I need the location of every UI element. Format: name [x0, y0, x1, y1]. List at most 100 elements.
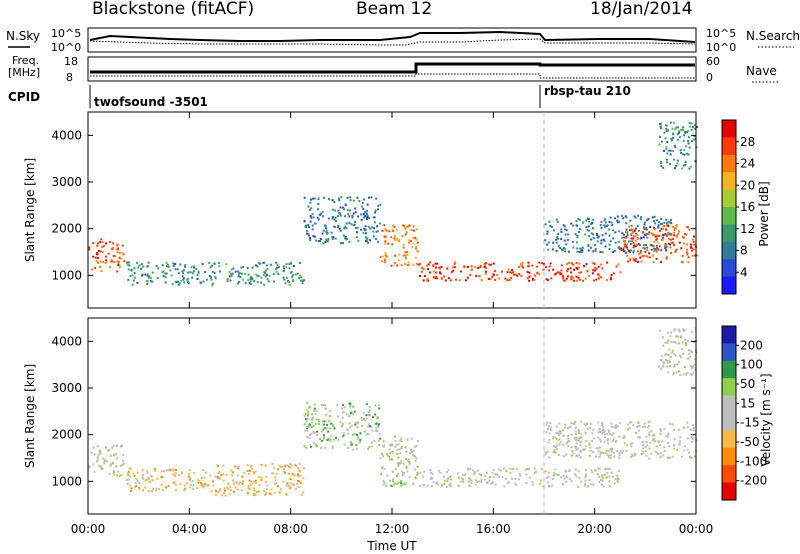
vel-cell	[613, 482, 616, 485]
power-cell	[576, 236, 579, 239]
power-colorbar-tick-label: 20	[740, 178, 755, 192]
vel-cell	[127, 474, 130, 477]
power-cell	[625, 230, 628, 233]
power-cell	[552, 229, 555, 232]
vel-cell	[405, 465, 408, 468]
power-cell	[242, 278, 244, 281]
power-cell	[301, 282, 304, 285]
power-cell	[588, 275, 590, 277]
vel-cell	[258, 476, 261, 478]
vel-cell	[554, 468, 557, 471]
power-cell	[277, 266, 280, 269]
vel-cell	[598, 467, 601, 470]
power-cell	[319, 214, 322, 216]
power-cell	[321, 211, 324, 213]
vel-cell	[354, 433, 357, 436]
power-cell	[393, 225, 396, 228]
vel-cell	[552, 437, 554, 440]
vel-cell	[368, 414, 371, 417]
vel-cell	[579, 451, 582, 453]
vel-cell	[315, 418, 318, 421]
vel-cell	[400, 480, 403, 483]
vel-cell	[423, 470, 426, 473]
power-cell	[365, 240, 368, 243]
vel-cell	[576, 439, 578, 442]
power-colorbar-segment	[722, 189, 736, 208]
vel-cell	[607, 429, 610, 432]
vel-cell	[663, 362, 666, 365]
power-cell	[187, 282, 190, 285]
power-cell	[506, 279, 509, 282]
power-cell	[617, 240, 620, 243]
vel-cell	[210, 490, 213, 493]
vel-cell	[336, 403, 339, 406]
power-cell	[352, 212, 355, 215]
power-cell	[694, 160, 697, 163]
power-cell	[507, 268, 510, 271]
power-cell	[392, 224, 395, 227]
vel-cell	[307, 414, 310, 417]
vel-cell	[404, 446, 407, 449]
power-cell	[260, 276, 263, 279]
vel-cell	[645, 454, 648, 457]
power-cell	[181, 275, 184, 278]
vel-cell	[686, 339, 689, 342]
power-cell	[666, 152, 669, 155]
vel-cell	[460, 480, 463, 483]
vel-cell	[306, 413, 309, 416]
power-cell	[164, 272, 167, 275]
vel-cell	[674, 354, 677, 357]
power-cell	[555, 218, 558, 221]
power-cell	[88, 248, 91, 251]
vel-cell	[121, 459, 124, 462]
vel-cell	[110, 463, 113, 466]
power-cell	[545, 266, 548, 269]
power-cell	[303, 279, 305, 282]
vel-cell	[688, 355, 691, 358]
vel-cell	[580, 480, 583, 483]
power-cell	[282, 276, 285, 279]
vel-cell	[271, 472, 274, 475]
vel-cell	[603, 430, 606, 433]
vel-cell	[410, 448, 413, 451]
power-cell	[694, 243, 697, 246]
power-cell	[446, 267, 449, 270]
power-cell	[317, 218, 320, 221]
power-cell	[240, 272, 243, 275]
power-cell	[661, 238, 664, 241]
power-cell	[594, 244, 596, 246]
vel-cell	[580, 449, 583, 452]
power-cell	[174, 281, 177, 284]
freq-trace	[90, 62, 695, 74]
vel-cell	[324, 446, 327, 449]
vel-cell	[559, 430, 562, 432]
power-cell	[653, 240, 656, 243]
vel-cell	[573, 436, 576, 439]
vel-cell	[567, 437, 570, 440]
power-cell	[518, 273, 521, 275]
vel-cell	[577, 437, 580, 440]
power-cell	[646, 219, 649, 222]
power-cell	[695, 254, 698, 257]
vel-cell	[136, 480, 139, 482]
vel-cell	[172, 481, 175, 484]
power-cell	[210, 278, 213, 281]
vel-cell	[342, 411, 344, 414]
power-cell	[292, 265, 295, 267]
vel-cell	[112, 444, 115, 447]
power-cell	[134, 277, 137, 279]
power-cell	[549, 262, 552, 265]
vel-cell	[356, 426, 359, 429]
power-cell	[434, 277, 437, 280]
vel-cell	[410, 437, 413, 440]
vel-cell	[589, 446, 592, 449]
power-cell	[479, 265, 482, 268]
vel-cell	[633, 452, 636, 455]
power-cell	[691, 254, 694, 257]
power-cell	[343, 207, 346, 210]
power-cell	[444, 279, 447, 282]
power-cell	[694, 254, 696, 257]
vel-cell	[591, 440, 594, 442]
power-cell	[555, 241, 558, 244]
vel-cell	[491, 481, 494, 484]
